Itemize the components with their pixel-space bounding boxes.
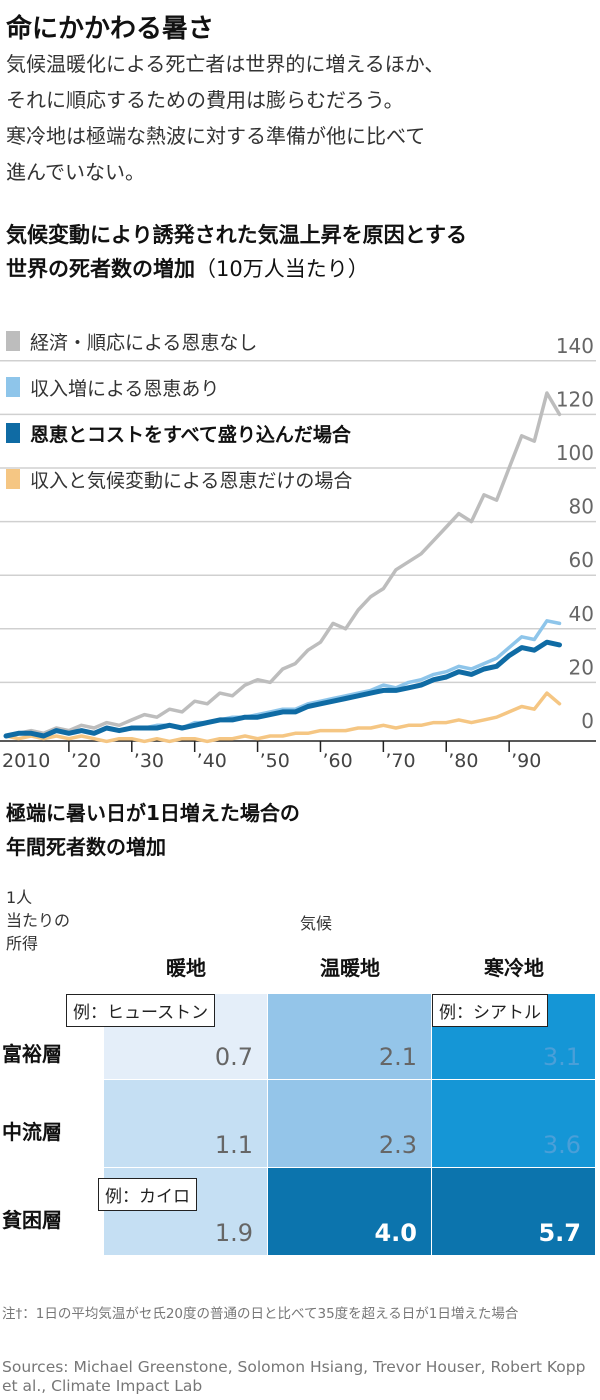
- x-tick-label: ’50: [260, 750, 290, 772]
- row-label-rich: 富裕層: [2, 1042, 62, 1066]
- heatmap-title-line1: 極端に暑い日が1日増えた場合の: [6, 801, 300, 825]
- sources: Sources: Michael Greenstone, Solomon Hsi…: [2, 1358, 586, 1395]
- row-axis-label-line: 当たりの: [6, 911, 71, 930]
- x-tick-label: ’20: [71, 750, 101, 772]
- x-tick-label: ’60: [322, 750, 352, 772]
- heatmap-cell: 5.7: [432, 1168, 595, 1255]
- heatmap-value: 4.0: [374, 1219, 417, 1247]
- row-axis-label-line: 1人: [6, 888, 33, 907]
- x-tick-label: ’40: [197, 750, 227, 772]
- series-line: [4, 619, 562, 738]
- heatmap-value: 2.1: [378, 1043, 417, 1071]
- line-chart-title-line1: 気候変動により誘発された気温上昇を原因とする: [6, 223, 467, 247]
- heatmap-value: 5.7: [538, 1219, 581, 1247]
- line-chart-title-unit: （10万人当たり）: [195, 257, 369, 281]
- x-tick-label: ’90: [511, 750, 541, 772]
- x-tick-label: ’80: [448, 750, 478, 772]
- page-title: 命にかかわる暑さ: [6, 14, 215, 44]
- series-line: [4, 391, 562, 738]
- line-chart-title-main: 世界の死者数の増加: [6, 257, 195, 281]
- heatmap-cell: 4.0: [268, 1168, 431, 1255]
- legend-entry: 収入と気候変動による恩恵だけの場合: [6, 456, 352, 502]
- legend-entry: 収入増による恩恵あり: [6, 364, 352, 410]
- legend-entry: 恩恵とコストをすべて盛り込んだ場合: [6, 410, 352, 456]
- y-tick-label: 100: [556, 441, 594, 465]
- example-label-seattle: 例：シアトル: [432, 994, 548, 1027]
- series-line: [3, 639, 562, 739]
- col-label-temperate: 温暖地: [320, 956, 380, 980]
- y-tick-label: 60: [569, 548, 594, 572]
- heatmap-cell: 3.6: [432, 1080, 595, 1167]
- legend-label: 収入増による恩恵あり: [30, 377, 220, 400]
- heatmap-cell: 2.3: [268, 1080, 431, 1167]
- legend-label: 収入と気候変動による恩恵だけの場合: [30, 469, 353, 492]
- footnote: 注†：1日の平均気温がセ氏20度の普通の日と比べて35度を超える日が1日増えた場…: [2, 1306, 519, 1322]
- col-label-cold: 寒冷地: [484, 956, 544, 980]
- legend-swatch: [6, 331, 20, 351]
- line-chart: 0 20 40 60 80 100 120 140 2010 ’20 ’30 ’40 ’50 ’60 ’70…: [0, 334, 596, 772]
- x-tick-label: ’30: [134, 750, 164, 772]
- x-tick-label: ’70: [385, 750, 415, 772]
- y-tick-label: 40: [569, 602, 594, 626]
- y-tick-label: 140: [556, 334, 594, 358]
- heatmap-value: 3.6: [542, 1131, 581, 1159]
- heatmap-value: 1.9: [214, 1219, 253, 1247]
- subtitle-line: 寒冷地は極端な熱波に対する準備が他に比べて: [6, 124, 426, 148]
- row-label-middle: 中流層: [2, 1120, 62, 1144]
- y-tick-label: 80: [569, 495, 594, 519]
- row-axis-label: 1人 当たりの 所得: [6, 886, 70, 955]
- line-chart-title: 気候変動により誘発された気温上昇を原因とする 世界の死者数の増加（10万人当たり…: [6, 218, 596, 286]
- legend-entry: 経済・順応による恩恵なし: [6, 318, 352, 364]
- heatmap-title: 極端に暑い日が1日増えた場合の 年間死者数の増加: [6, 796, 300, 864]
- row-label-poor: 貧困層: [2, 1208, 62, 1232]
- legend-swatch: [6, 469, 20, 489]
- col-label-warm: 暖地: [166, 956, 206, 980]
- x-tick-label: 2010: [2, 750, 50, 772]
- heatmap-value: 3.1: [542, 1043, 581, 1071]
- subtitle-line: それに順応するための費用は膨らむだろう。: [6, 88, 404, 112]
- heatmap-title-line2: 年間死者数の増加: [6, 835, 166, 859]
- col-axis-label: 気候: [300, 914, 333, 933]
- y-tick-label: 0: [581, 709, 594, 733]
- y-tick-label: 20: [569, 655, 594, 679]
- row-axis-label-line: 所得: [6, 934, 39, 953]
- subtitle: 気候温暖化による死亡者は世界的に増えるほか、 それに順応するための費用は膨らむだ…: [6, 46, 594, 190]
- y-tick-label: 120: [556, 387, 594, 411]
- example-label-cairo: 例：カイロ: [98, 1178, 197, 1211]
- legend-label: 恩恵とコストをすべて盛り込んだ場合: [30, 423, 351, 446]
- series-line: [4, 691, 562, 744]
- heatmap-value: 0.7: [214, 1043, 253, 1071]
- legend-swatch: [6, 423, 20, 443]
- example-label-houston: 例：ヒューストン: [66, 994, 216, 1027]
- line-chart-legend: 経済・順応による恩恵なし 収入増による恩恵あり恩恵とコストをすべて盛り込んだ場合収…: [6, 318, 352, 502]
- subtitle-line: 進んでいない。: [6, 160, 145, 184]
- heatmap-value: 2.3: [378, 1131, 417, 1159]
- line-chart-title-line2: 世界の死者数の増加（10万人当たり）: [6, 252, 596, 286]
- heatmap-cell: 2.1: [268, 994, 431, 1079]
- heatmap-cell: 1.1: [104, 1080, 267, 1167]
- legend-swatch: [6, 377, 20, 397]
- legend-label: 経済・順応による恩恵なし: [30, 331, 258, 354]
- heatmap-value: 1.1: [214, 1131, 253, 1159]
- subtitle-line: 気候温暖化による死亡者は世界的に増えるほか、: [6, 52, 445, 76]
